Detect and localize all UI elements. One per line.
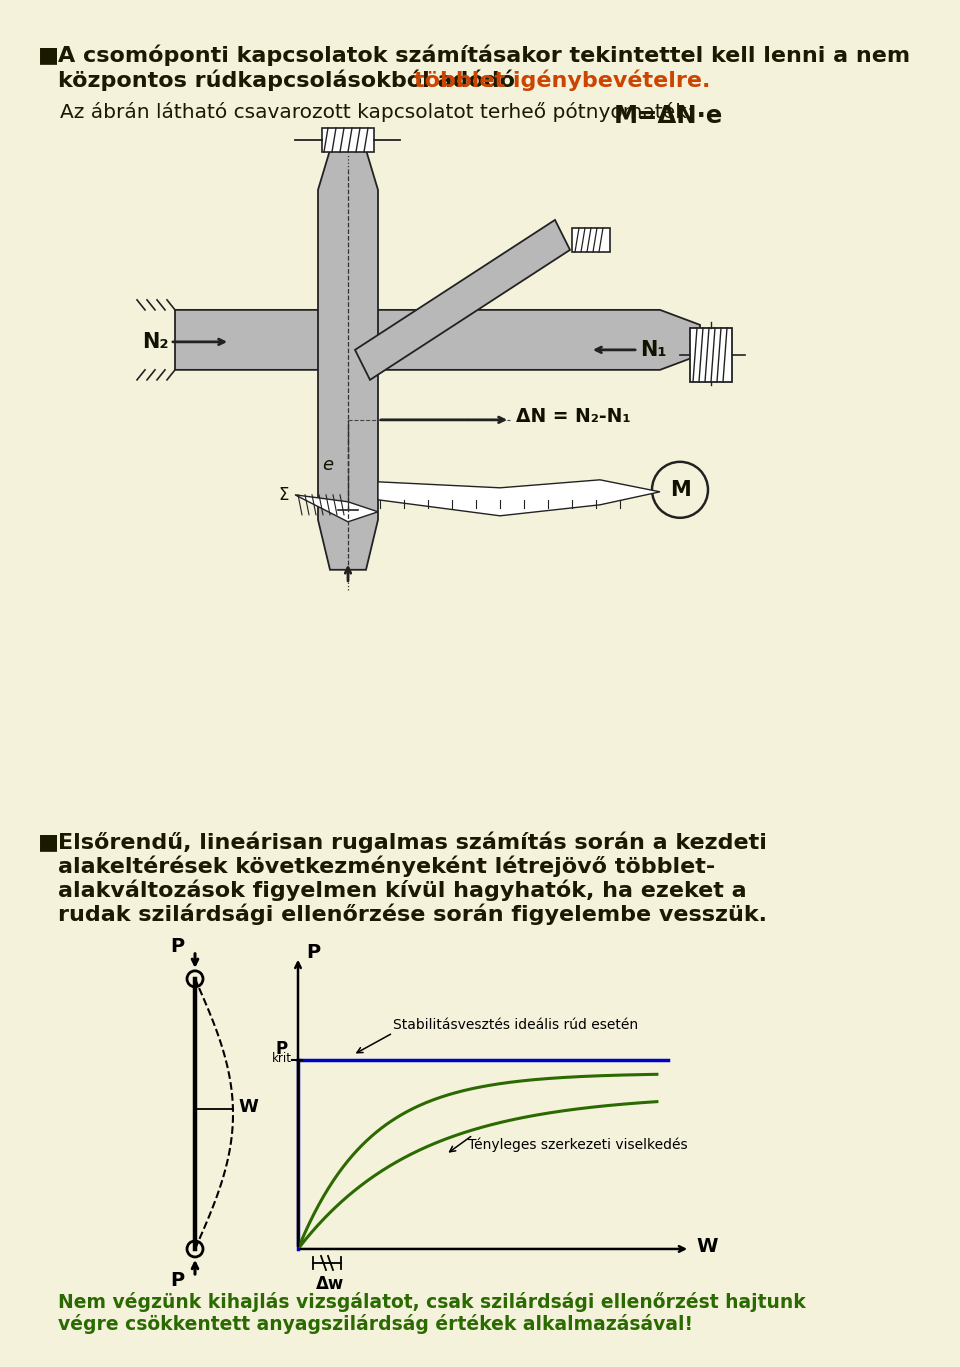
Text: W: W (238, 1098, 258, 1115)
Text: P: P (170, 938, 184, 957)
Text: Tényleges szerkezeti viselkedés: Tényleges szerkezeti viselkedés (468, 1137, 687, 1152)
Polygon shape (295, 495, 378, 522)
Text: rudak szilárdsági ellenőrzése során figyelembe vesszük.: rudak szilárdsági ellenőrzése során figy… (58, 904, 767, 925)
Text: N₂: N₂ (142, 332, 169, 351)
Text: többlet igénybevételre.: többlet igénybevételre. (414, 70, 710, 92)
Text: központos rúdkapcsolásokból adódó: központos rúdkapcsolásokból adódó (58, 70, 523, 92)
Text: ■: ■ (38, 45, 59, 66)
Bar (690, 328, 732, 381)
Text: W: W (696, 1237, 717, 1256)
Text: Nem végzünk kihajlás vizsgálatot, csak szilárdsági ellenőrzést hajtunk: Nem végzünk kihajlás vizsgálatot, csak s… (58, 1292, 805, 1312)
Bar (322, 128, 374, 152)
Bar (572, 228, 610, 252)
Polygon shape (318, 150, 378, 570)
Text: A csomóponti kapcsolatok számításakor tekintettel kell lenni a nem: A csomóponti kapcsolatok számításakor te… (58, 45, 910, 67)
Polygon shape (355, 220, 570, 380)
Text: alakváltozások figyelmen kívül hagyhatók, ha ezeket a: alakváltozások figyelmen kívül hagyhatók… (58, 880, 747, 901)
Polygon shape (378, 480, 660, 515)
Text: e: e (322, 455, 333, 474)
Text: M=ΔN·e: M=ΔN·e (614, 104, 723, 128)
Text: Δw: Δw (316, 1275, 345, 1293)
Text: ΔN = N₂-N₁: ΔN = N₂-N₁ (516, 407, 631, 427)
Polygon shape (175, 310, 700, 370)
Text: Σ: Σ (278, 485, 289, 504)
Text: alakeltérések következményeként létrejövő többlet-: alakeltérések következményeként létrejöv… (58, 856, 715, 878)
Text: P: P (276, 1040, 288, 1058)
Text: Stabilitásvesztés ideális rúd esetén: Stabilitásvesztés ideális rúd esetén (393, 1018, 638, 1032)
Text: ■: ■ (38, 831, 59, 852)
Text: P: P (170, 1271, 184, 1290)
Text: Elsőrendű, lineárisan rugalmas számítás során a kezdeti: Elsőrendű, lineárisan rugalmas számítás … (58, 831, 767, 853)
Text: N₁: N₁ (640, 340, 666, 360)
Text: krit: krit (272, 1053, 292, 1065)
Text: M: M (670, 480, 690, 500)
Text: végre csökkentett anyagszilárdság értékek alkalmazásával!: végre csökkentett anyagszilárdság értéke… (58, 1314, 693, 1334)
Text: Az ábrán látható csavarozott kapcsolatot terheő pótnyomaték:: Az ábrán látható csavarozott kapcsolatot… (60, 103, 700, 122)
Text: P: P (306, 943, 320, 962)
